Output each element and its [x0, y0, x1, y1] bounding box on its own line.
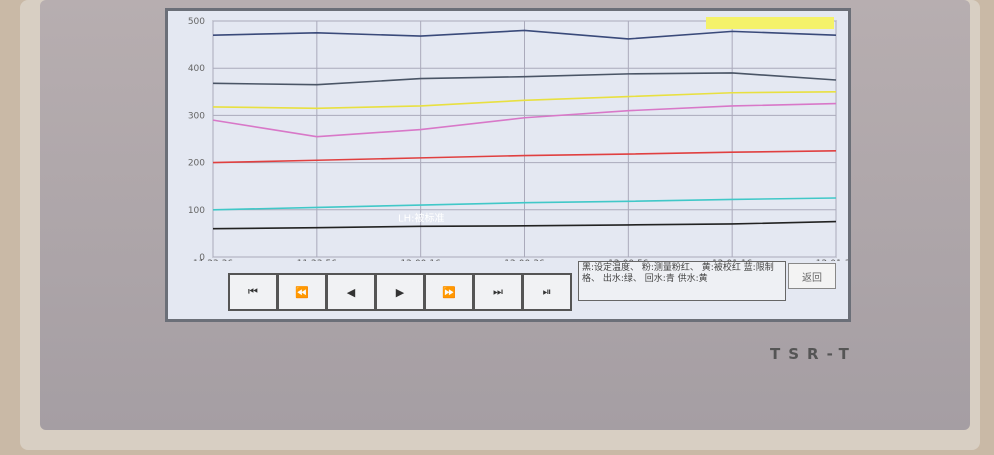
- first-button[interactable]: ⏮: [228, 273, 278, 311]
- prev-button[interactable]: ◀: [326, 273, 376, 311]
- x-tick-label: 12:00:36: [504, 259, 545, 261]
- brand-logo: TSR-T: [770, 345, 857, 363]
- series-line: [212, 72, 837, 86]
- series-line: [212, 197, 837, 211]
- y-tick-label: 500: [188, 17, 205, 27]
- x-tick-label: 12:01:36: [816, 259, 848, 261]
- y-tick-label: 100: [188, 206, 205, 216]
- y-tick-label: 300: [188, 111, 205, 121]
- series-line: [212, 102, 837, 138]
- series-line: [212, 220, 837, 230]
- chart-annotation: LH:被标准: [398, 212, 444, 225]
- trend-chart: 0 100 200 300 400 500 11 23:36 11 23:56 12:00:16…: [188, 17, 848, 261]
- x-tick-label: 11 23:56: [297, 259, 338, 261]
- series-line: [212, 91, 837, 110]
- y-tick-label: 0: [199, 253, 205, 261]
- series-line: [212, 150, 837, 164]
- series-line: [212, 29, 837, 40]
- prev-page-button[interactable]: ⏪: [277, 273, 327, 311]
- x-tick-label: 11 23:36: [193, 259, 234, 261]
- y-tick-label: 200: [188, 159, 205, 169]
- next-button[interactable]: ▶: [375, 273, 425, 311]
- pause-button[interactable]: ⏯: [522, 273, 572, 311]
- toolbar-strip: [706, 17, 834, 29]
- y-tick-label: 400: [188, 64, 205, 74]
- x-tick-label: 12:00:16: [400, 259, 441, 261]
- next-page-button[interactable]: ⏩: [424, 273, 474, 311]
- last-button[interactable]: ⏭: [473, 273, 523, 311]
- x-tick-label: 12:01:16: [712, 259, 753, 261]
- back-button[interactable]: 返回: [788, 263, 836, 289]
- legend-text: 黑:设定温度、 粉:测量粉红、 黄:被校红 蓝:限制格、 出水:绿、 回水:青 …: [578, 261, 786, 301]
- x-tick-label: 12:00:56: [608, 259, 649, 261]
- hmi-screen: 0 100 200 300 400 500 11 23:36 11 23:56 12:00:16…: [165, 8, 851, 322]
